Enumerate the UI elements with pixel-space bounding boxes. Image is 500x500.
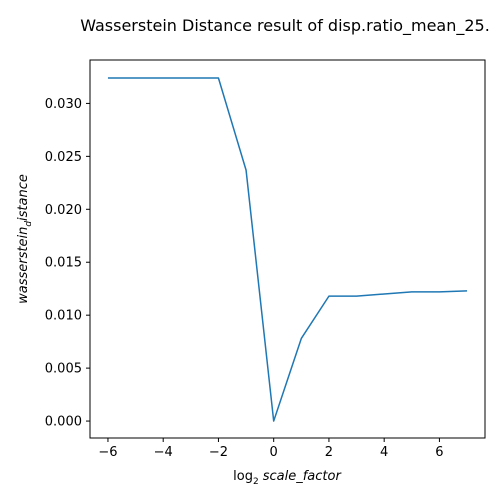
y-tick-label: 0.005 [45, 362, 82, 377]
y-axis: 0.000 0.005 0.010 0.015 0.020 0.025 0.030 [45, 97, 90, 430]
x-tick-label: 6 [435, 445, 443, 460]
x-tick-label: 4 [380, 445, 388, 460]
x-axis-label: log2 scale_factor [233, 469, 342, 487]
y-tick-label: 0.020 [45, 203, 82, 218]
chart-title: Wasserstein Distance result of disp.rati… [80, 16, 490, 36]
y-tick-label: 0.010 [45, 309, 82, 324]
x-axis-label-subscript: 2 [253, 477, 259, 487]
y-axis-label-suffix: istance [16, 174, 31, 221]
y-axis-label-main: wasserstein [16, 227, 31, 304]
x-axis-label-prefix: log [233, 469, 253, 484]
y-tick-label: 0.030 [45, 97, 82, 112]
y-tick-label: 0.025 [45, 150, 82, 165]
x-tick-label: 2 [325, 445, 333, 460]
y-tick-label: 0.000 [45, 415, 82, 430]
x-axis: −6 −4 −2 0 2 4 6 [98, 438, 444, 460]
x-tick-label: −4 [154, 445, 173, 460]
y-axis-label: wassersteindistance [16, 174, 34, 304]
axes-frame [89, 59, 486, 439]
series-line-0 [107, 77, 468, 422]
y-axis-label-subscript: d [24, 221, 34, 227]
plot-area [107, 77, 468, 422]
x-tick-label: 0 [270, 445, 278, 460]
x-tick-label: −2 [209, 445, 228, 460]
y-tick-label: 0.015 [45, 256, 82, 271]
x-tick-label: −6 [98, 445, 117, 460]
x-axis-label-main: scale_factor [263, 469, 343, 484]
